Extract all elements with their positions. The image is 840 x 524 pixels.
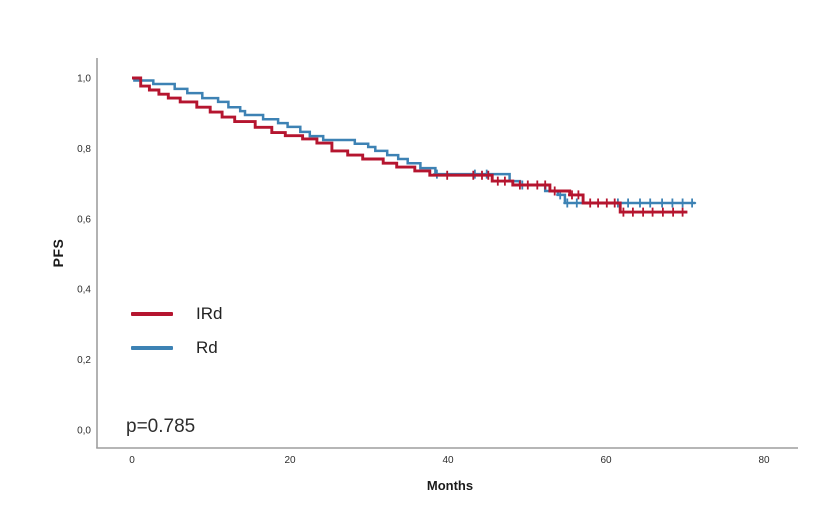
ird-censor-mark-icon bbox=[602, 198, 611, 208]
legend: IRd Rd bbox=[131, 301, 222, 369]
ird-censor-mark-icon bbox=[678, 207, 687, 217]
rd-censor-mark-icon bbox=[688, 198, 697, 208]
rd-censor-mark-icon bbox=[678, 198, 687, 208]
rd-censor-mark-icon bbox=[636, 198, 644, 208]
rd-censor-mark-icon bbox=[646, 198, 655, 208]
ird-censor-mark-icon bbox=[619, 207, 628, 217]
ird-censor-mark-icon bbox=[610, 198, 619, 208]
rd-censor-mark-icon bbox=[658, 198, 667, 208]
rd-censor-mark-icon bbox=[572, 198, 581, 208]
y-tick-label: 0,6 bbox=[77, 214, 91, 225]
x-tick-label: 80 bbox=[758, 455, 770, 466]
y-tick-label: 0,0 bbox=[77, 426, 91, 437]
x-tick-label: 60 bbox=[600, 455, 612, 466]
legend-item-rd: Rd bbox=[131, 335, 222, 360]
y-tick-label: 0,4 bbox=[77, 285, 91, 296]
ird-line-swatch-icon bbox=[131, 311, 173, 316]
rd-line-swatch-icon bbox=[131, 345, 173, 350]
ird-censor-mark-icon bbox=[658, 207, 667, 217]
rd-censor-mark-icon bbox=[563, 198, 572, 208]
ird-censor-mark-icon bbox=[550, 186, 559, 196]
y-axis-title: PFS bbox=[50, 238, 66, 268]
ird-censor-mark-icon bbox=[469, 170, 478, 180]
ird-censor-mark-icon bbox=[500, 176, 509, 186]
y-tick-label: 1,0 bbox=[77, 74, 91, 85]
ird-censor-mark-icon bbox=[523, 180, 532, 190]
rd-censor-mark-icon bbox=[624, 198, 633, 208]
x-tick-label: 0 bbox=[129, 455, 135, 466]
x-tick-label: 20 bbox=[284, 455, 296, 466]
ird-censor-mark-icon bbox=[648, 207, 657, 217]
y-tick-label: 0,8 bbox=[77, 144, 91, 155]
ird-censor-mark-icon bbox=[533, 180, 542, 190]
ird-censor-mark-icon bbox=[443, 170, 452, 180]
legend-label-ird: IRd bbox=[196, 304, 223, 323]
y-tick-label: 0,2 bbox=[77, 355, 91, 366]
rd-survival-curve bbox=[132, 76, 696, 205]
ird-censor-mark-icon bbox=[639, 207, 648, 217]
legend-item-ird: IRd bbox=[131, 301, 222, 326]
ird-survival-curve bbox=[132, 76, 688, 214]
rd-censor-mark-icon bbox=[668, 198, 677, 208]
ird-censor-mark-icon bbox=[493, 176, 502, 186]
legend-label-rd: Rd bbox=[196, 338, 218, 357]
p-value-annotation: p=0.785 bbox=[126, 416, 196, 437]
ird-censor-mark-icon bbox=[594, 198, 603, 208]
ird-censor-mark-icon bbox=[541, 180, 550, 190]
ird-censor-mark-icon bbox=[628, 207, 637, 217]
x-tick-label: 40 bbox=[442, 455, 454, 466]
ird-censor-mark-icon bbox=[484, 170, 493, 180]
x-axis-title: Months bbox=[426, 478, 474, 493]
ird-censor-mark-icon bbox=[669, 207, 678, 217]
ird-censor-mark-icon bbox=[586, 198, 595, 208]
ird-censor-mark-icon bbox=[574, 190, 583, 200]
ird-censor-mark-icon bbox=[515, 180, 524, 190]
